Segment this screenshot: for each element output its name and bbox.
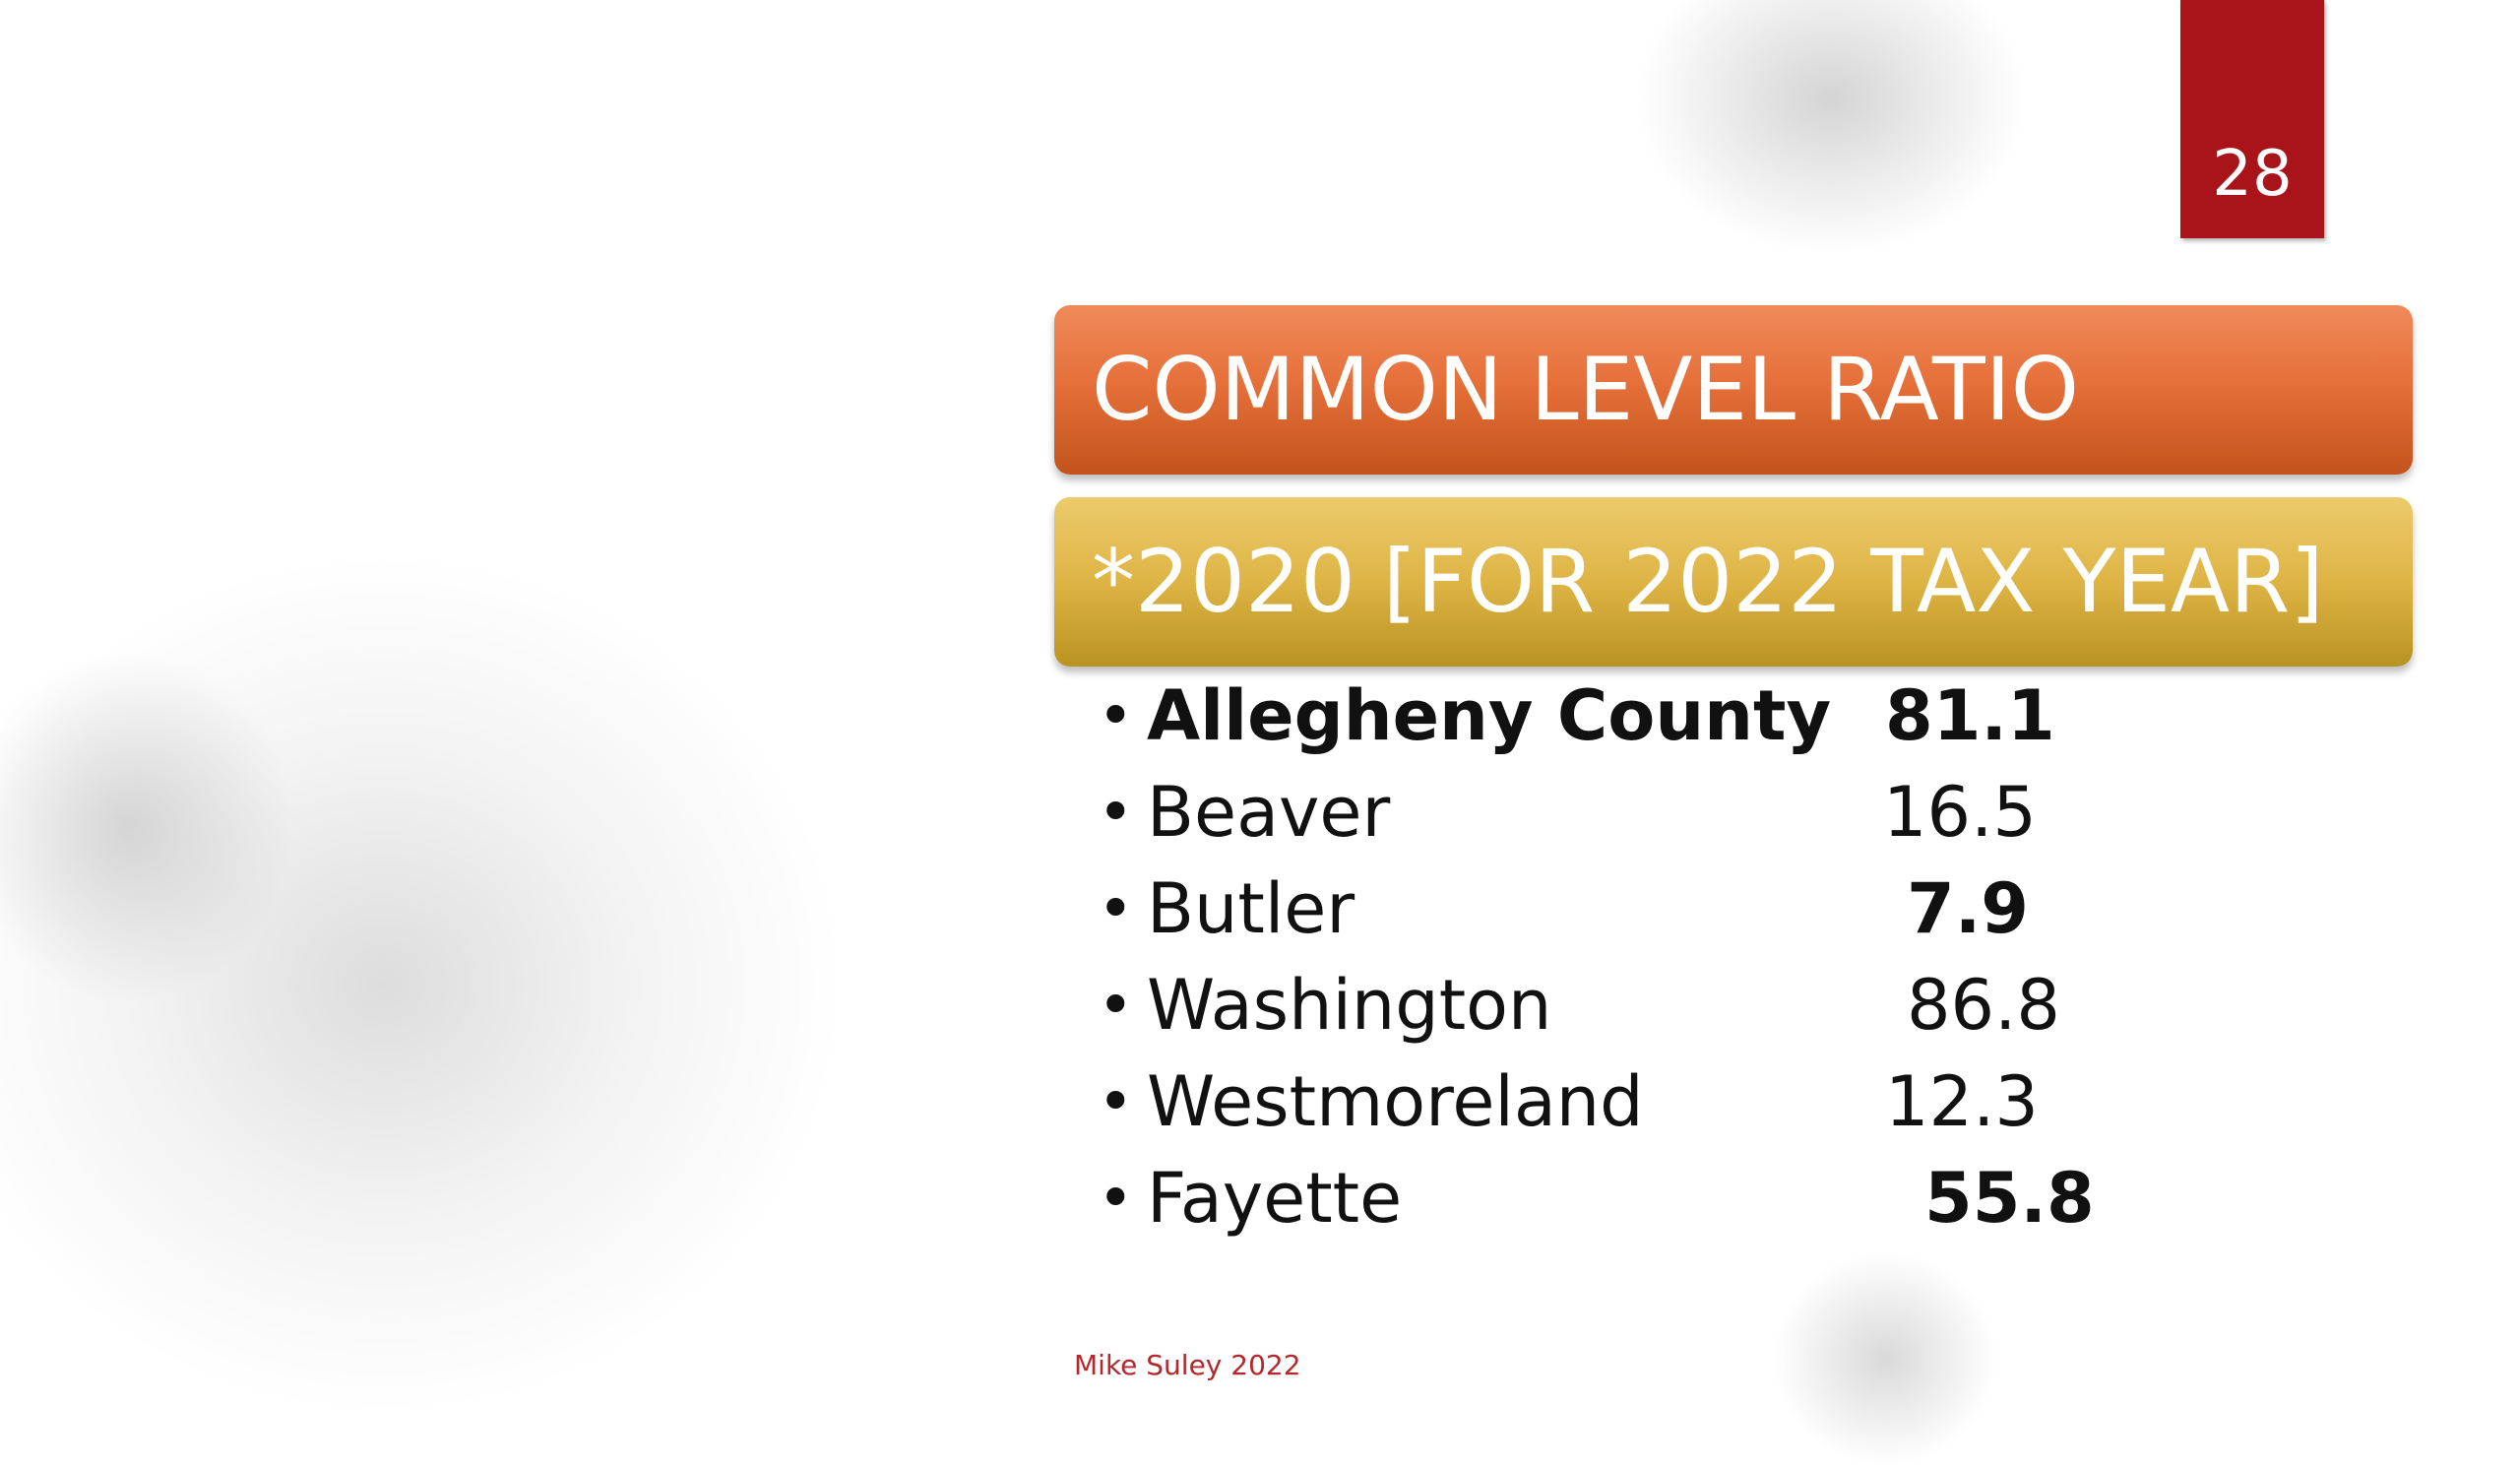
county-name: Fayette	[1147, 1158, 1403, 1239]
bullet-icon: •	[1098, 872, 1134, 944]
list-item: • Fayette 55.8	[1098, 1162, 2377, 1258]
ratio-value: 7.9	[1907, 868, 2030, 949]
footer-credit: Mike Suley 2022	[1074, 1349, 1301, 1381]
county-name: Beaver	[1147, 772, 1391, 853]
county-name: Allegheny County	[1147, 675, 1832, 756]
bullet-icon: •	[1098, 1065, 1134, 1137]
ratio-value: 81.1	[1885, 675, 2055, 756]
background-shadow-left-dark	[0, 650, 295, 1004]
background-shadow-top	[1634, 0, 2028, 256]
list-item: • Washington 86.8	[1098, 969, 2377, 1065]
county-name: Washington	[1147, 965, 1552, 1046]
page-number-tab: 28	[2180, 0, 2324, 238]
ratio-list: • Allegheny County 81.1 • Beaver 16.5 • …	[1098, 679, 2377, 1258]
ratio-value: 86.8	[1907, 965, 2060, 1046]
background-shadow-left	[0, 551, 847, 1418]
slide-title: COMMON LEVEL RATIO	[1054, 305, 2413, 475]
list-item: • Allegheny County 81.1	[1098, 679, 2377, 776]
slide-subtitle: *2020 [FOR 2022 TAX YEAR]	[1054, 497, 2413, 667]
county-name: Butler	[1147, 868, 1355, 949]
list-item: • Butler 7.9	[1098, 872, 2377, 969]
background-shadow-bottom	[1772, 1250, 1998, 1467]
bullet-icon: •	[1098, 1162, 1134, 1234]
bullet-icon: •	[1098, 776, 1134, 848]
ratio-value: 12.3	[1885, 1061, 2039, 1142]
page-number: 28	[2212, 138, 2293, 211]
ratio-value: 16.5	[1883, 772, 2037, 853]
county-name: Westmoreland	[1147, 1061, 1644, 1142]
ratio-value: 55.8	[1924, 1158, 2095, 1239]
bullet-icon: •	[1098, 969, 1134, 1041]
list-item: • Beaver 16.5	[1098, 776, 2377, 872]
list-item: • Westmoreland 12.3	[1098, 1065, 2377, 1162]
bullet-icon: •	[1098, 679, 1134, 751]
